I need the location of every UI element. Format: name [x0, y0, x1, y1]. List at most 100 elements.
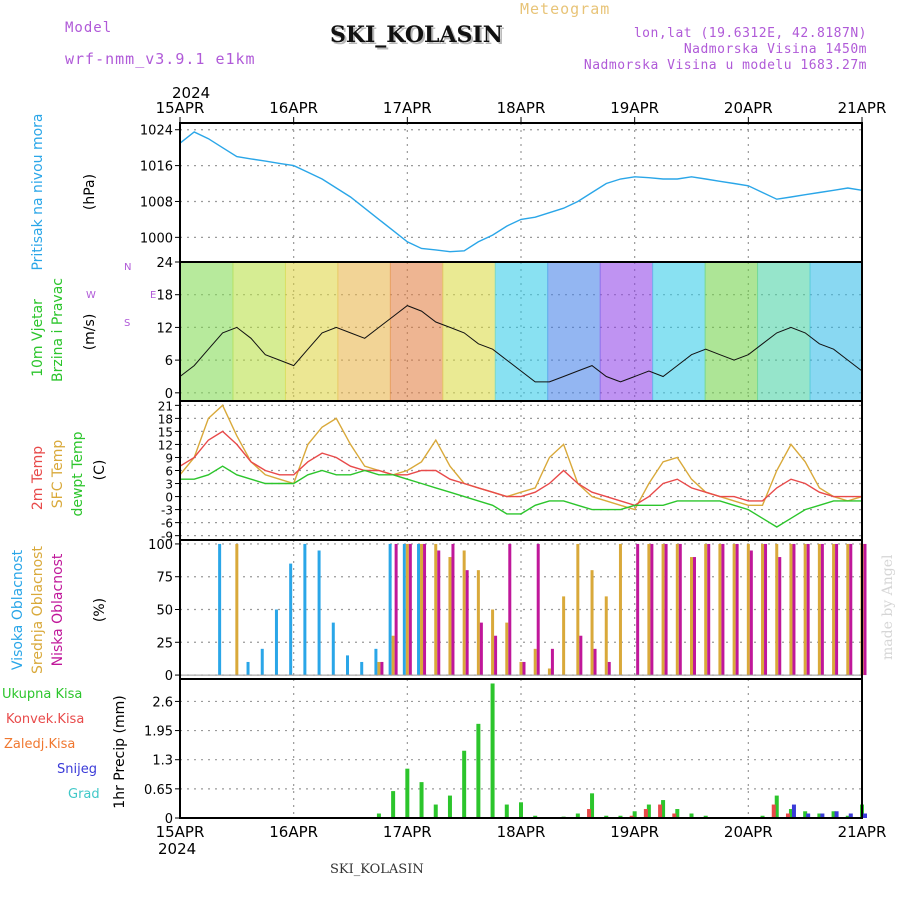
- y-tick-label: 2.6: [152, 695, 173, 710]
- cloud-mid-label: Srednja Oblacnost: [30, 546, 46, 674]
- cloud-mid-bar: [732, 543, 736, 676]
- cloud-low-bar: [693, 557, 696, 676]
- precip-snow-bar: [863, 813, 867, 818]
- precip-total-bar: [817, 813, 822, 818]
- temp-unit-label: (C): [92, 460, 108, 481]
- y-tick-label: 6: [165, 354, 173, 369]
- cloud-low-bar: [394, 543, 398, 676]
- panel-frame: [179, 539, 863, 680]
- precip-conv-bar: [672, 813, 677, 818]
- precip-snow-bar: [848, 813, 853, 818]
- cloud-low-bar: [764, 543, 768, 676]
- y-tick-label: 0: [165, 669, 173, 684]
- pressure-unit-label: (hPa): [82, 174, 98, 210]
- year-label-top: 2024: [172, 84, 210, 102]
- cloud-mid-bar: [476, 570, 480, 676]
- year-label-bottom: 2024: [158, 840, 196, 858]
- precip-total-bar: [419, 782, 424, 818]
- x-tick-label-bottom: 21APR: [838, 823, 887, 841]
- x-tick-label-top: 18APR: [497, 99, 546, 117]
- precip-total-bar: [504, 804, 509, 818]
- chart-title: SKI_KOLASIN: [330, 22, 503, 48]
- lines-layer: [179, 131, 863, 676]
- cloud-high-bar: [360, 661, 364, 676]
- y-tick-label: 12: [156, 321, 173, 336]
- cloud-low-bar: [792, 543, 796, 676]
- cloud-low-bar: [749, 550, 753, 676]
- cloud-low-bar: [607, 661, 611, 676]
- precip-total-bar: [476, 723, 481, 818]
- cloud-low-bar: [849, 543, 853, 676]
- x-tick-label-bottom: 16APR: [269, 823, 318, 841]
- cloud-mid-bar: [377, 661, 381, 676]
- wind-barb-band: [337, 262, 391, 401]
- precip-conv-bar: [785, 813, 790, 818]
- precip-total-bar: [490, 683, 495, 818]
- cloud-mid-bar: [533, 648, 537, 676]
- cloud-low-bar: [408, 543, 412, 676]
- wind-barb-band: [232, 262, 286, 401]
- precip-total-bar: [618, 815, 623, 818]
- compass-e-label: E: [150, 290, 156, 301]
- precip-total-bar: [689, 813, 694, 818]
- cloud-mid-bar: [462, 550, 466, 676]
- wind-barb-band: [442, 262, 496, 401]
- cloud-low-bar: [707, 543, 711, 676]
- precip-total-bar: [533, 815, 538, 818]
- cloud-low-bar: [479, 622, 483, 676]
- precip-total-bar: [519, 802, 523, 818]
- precip-total-bar: [661, 800, 666, 818]
- precip-total-bar: [646, 804, 651, 818]
- cloud-low-bar: [778, 557, 782, 676]
- cloud-low-bar: [522, 661, 526, 676]
- precip-snow-bar: [834, 811, 839, 818]
- x-tick-label-top: 20APR: [724, 99, 773, 117]
- temp-2m-label: 2m Temp: [30, 446, 46, 510]
- cloud-low-label: Niska Oblacnost: [50, 553, 66, 666]
- model-name: wrf-nmm_v3.9.1 e1km: [65, 50, 256, 68]
- precip-total-bar: [675, 809, 680, 818]
- cloud-high-bar: [346, 655, 349, 676]
- y-tick-label: 0: [165, 812, 173, 827]
- x-tick-label-top: 16APR: [269, 99, 318, 117]
- cloud-high-bar: [218, 543, 222, 676]
- cloud-low-bar: [550, 648, 554, 676]
- cloud-low-bar: [579, 635, 583, 676]
- wind-barb-band: [809, 262, 863, 401]
- panel-frame: [179, 678, 863, 819]
- x-tick-label-bottom: 19APR: [610, 823, 659, 841]
- cloud-high-bar: [317, 550, 321, 676]
- y-tick-label: 1016: [140, 160, 173, 175]
- y-tick-label: 1008: [140, 195, 173, 210]
- y-tick-label: 24: [156, 256, 173, 271]
- cloud-high-bar: [246, 661, 250, 676]
- cloud-low-bar: [664, 543, 668, 676]
- y-tick-label: -9: [161, 530, 173, 544]
- legend-frozen-rain: Zaledj.Kisa: [4, 737, 76, 752]
- cloud-low-bar: [820, 543, 824, 676]
- x-tick-label-top: 19APR: [610, 99, 659, 117]
- wind-unit-label: (m/s): [82, 314, 98, 351]
- cloud-mid-bar: [803, 543, 807, 676]
- cloud-low-bar: [536, 543, 540, 676]
- pressure-line: [179, 131, 863, 253]
- cloud-low-bar: [465, 570, 469, 676]
- cloud-mid-bar: [618, 543, 622, 676]
- precip-total-bar: [788, 809, 793, 818]
- wind-barb-band: [652, 262, 706, 401]
- cloud-low-bar: [451, 543, 455, 676]
- cloud-mid-bar: [448, 557, 452, 676]
- cloud-high-bar: [417, 543, 421, 676]
- precip-y-axis-label: 1hr Precip (mm): [112, 695, 128, 808]
- cloud-mid-bar: [690, 557, 693, 676]
- model-altitude-label: Nadmorska Visina u modelu 1683.27m: [583, 58, 867, 73]
- cloud-mid-bar: [661, 543, 665, 676]
- precip-total-bar: [447, 795, 452, 818]
- cloud-mid-bar: [761, 543, 765, 676]
- y-tick-label: 12: [158, 438, 173, 452]
- y-tick-label: 6: [165, 465, 173, 479]
- x-tick-label-top: 21APR: [838, 99, 887, 117]
- sfc-temp-label: SFC Temp: [50, 440, 66, 509]
- cloud-mid-bar: [604, 596, 608, 676]
- precip-snow-bar: [820, 813, 825, 818]
